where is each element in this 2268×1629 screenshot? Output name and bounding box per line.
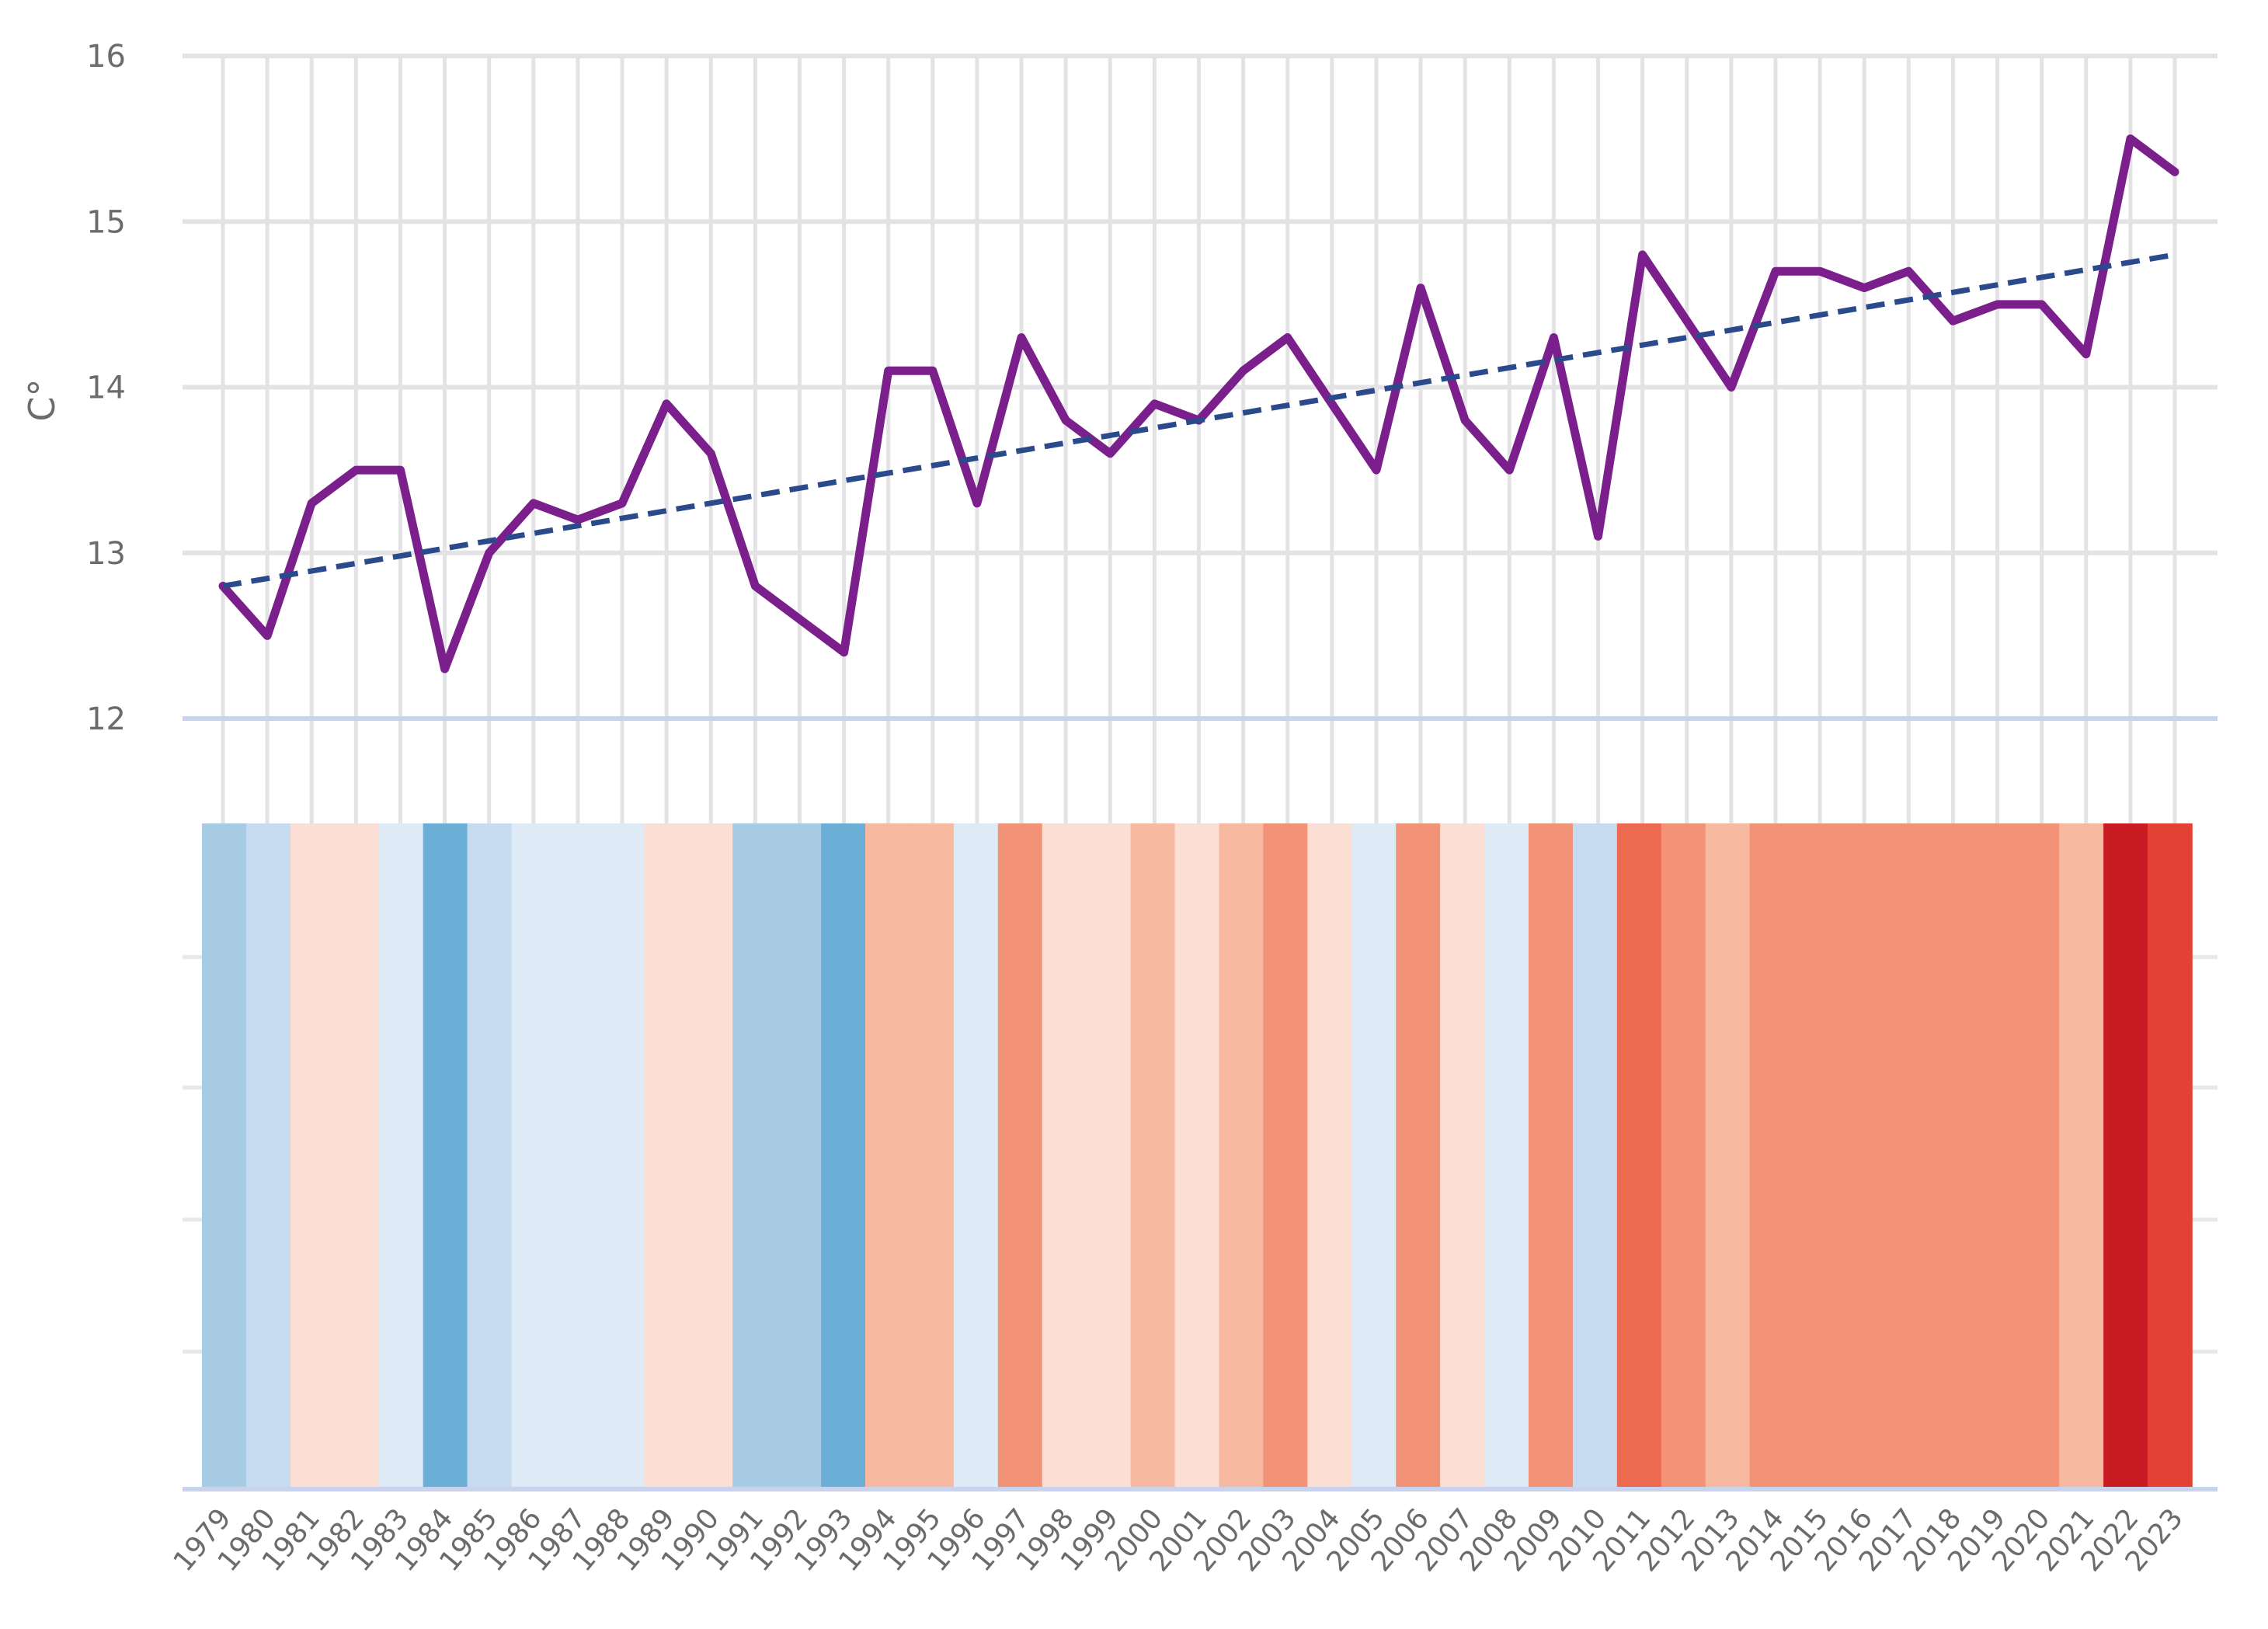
stripe-2005 [1351,823,1397,1488]
stripe-2007 [1440,823,1485,1488]
stripe-2013 [1705,823,1751,1488]
stripe-2022 [2103,823,2148,1488]
stripe-2012 [1661,823,1706,1488]
stripe-1989 [644,823,690,1488]
stripe-1985 [467,823,513,1488]
trend-line [222,252,2176,589]
stripe-2002 [1219,823,1264,1488]
y-tick-label: 16 [86,39,126,75]
stripe-1987 [555,823,601,1488]
stripe-2020 [2015,823,2060,1488]
stripe-1990 [688,823,733,1488]
stripe-1980 [245,823,291,1488]
stripe-1979 [202,823,247,1488]
stripe-2014 [1749,823,1795,1488]
y-tick-label: 13 [86,536,126,572]
stripe-1994 [865,823,910,1488]
stripe-2006 [1396,823,1441,1488]
stripe-2016 [1838,823,1884,1488]
y-tick-label: 14 [86,371,126,406]
warming-stripes [202,823,2193,1488]
y-axis-label: C° [21,378,63,421]
stripe-1984 [423,823,468,1488]
stripe-1992 [777,823,822,1488]
line-layer [218,134,2179,674]
stripe-2009 [1529,823,1574,1488]
stripe-2023 [2148,823,2193,1488]
y-tick-label: 15 [86,204,126,240]
stripe-2011 [1616,823,1662,1488]
stripe-2019 [1971,823,2016,1488]
stripe-1995 [909,823,955,1488]
axes: 1213141516197919801981198219831984198519… [86,39,2218,1578]
stripe-1981 [290,823,336,1488]
stripe-1988 [600,823,645,1488]
stripe-1986 [511,823,557,1488]
stripe-2010 [1572,823,1618,1488]
stripe-2003 [1263,823,1309,1488]
stripe-1993 [821,823,866,1488]
stripe-2017 [1882,823,1928,1488]
stripe-1983 [378,823,424,1488]
stripe-1999 [1086,823,1132,1488]
stripe-2015 [1793,823,1839,1488]
stripe-2000 [1130,823,1176,1488]
stripe-2004 [1307,823,1353,1488]
stripe-1997 [997,823,1043,1488]
stripe-1998 [1042,823,1087,1488]
stripe-1982 [334,823,380,1488]
stripe-1996 [953,823,999,1488]
stripe-2018 [1926,823,1972,1488]
stripe-2021 [2059,823,2104,1488]
y-tick-label: 12 [86,701,126,737]
stripe-1991 [732,823,777,1488]
stripe-2001 [1174,823,1220,1488]
stripe-2008 [1484,823,1529,1488]
